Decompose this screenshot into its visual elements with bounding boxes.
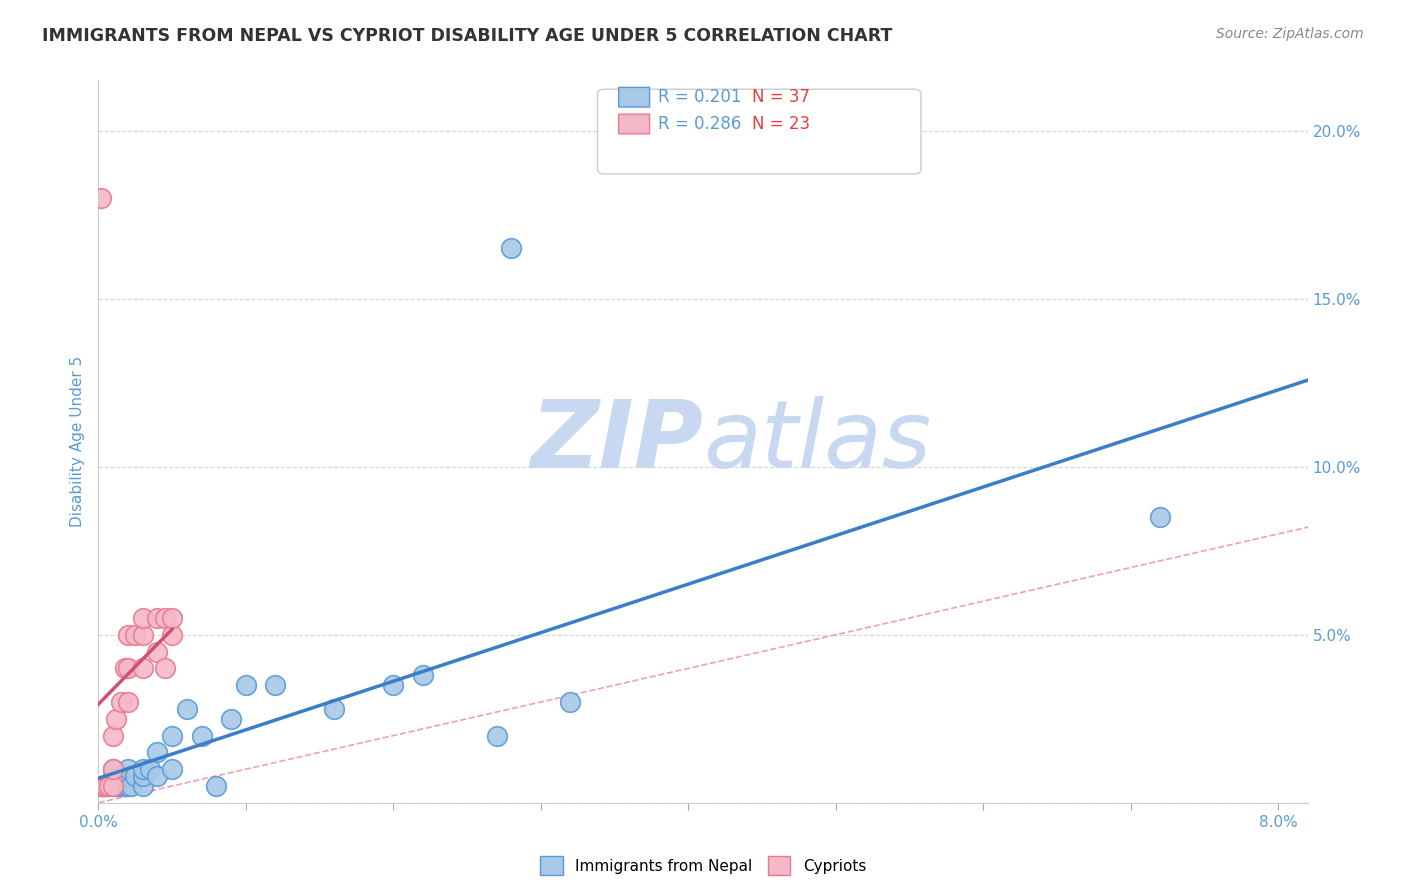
Point [501,241,523,255]
Text: atlas: atlas [703,396,931,487]
Point [117,628,139,642]
Point [101,769,124,783]
Point [219,712,242,726]
Text: Source: ZipAtlas.com: Source: ZipAtlas.com [1216,27,1364,41]
Point [90,191,112,205]
Point [146,769,169,783]
Text: N = 23: N = 23 [752,115,810,133]
Point [146,644,169,658]
Point [146,745,169,759]
Text: R = 0.286: R = 0.286 [658,115,741,133]
Point [560,695,582,709]
Point [412,668,434,682]
Point [91,779,114,793]
Point [101,779,124,793]
Point [131,628,153,642]
Point [146,611,169,625]
Text: R = 0.201: R = 0.201 [658,88,741,106]
Point [90,779,112,793]
Point [117,695,139,709]
Point [190,729,212,743]
Point [205,779,228,793]
Point [101,779,124,793]
Text: ZIP: ZIP [530,395,703,488]
Point [97,779,120,793]
Point [105,779,128,793]
Point [153,611,176,625]
Legend: Immigrants from Nepal, Cypriots: Immigrants from Nepal, Cypriots [534,850,872,881]
Point [382,678,405,692]
Point [94,779,117,793]
Point [91,779,114,793]
Point [160,762,183,776]
Point [160,611,183,625]
Point [131,762,153,776]
Point [131,769,153,783]
Point [160,729,183,743]
Point [264,678,287,692]
Point [323,702,346,716]
Point [114,779,136,793]
Point [153,661,176,675]
Point [117,769,139,783]
Point [107,779,129,793]
Point [110,769,132,783]
Point [94,779,117,793]
Point [160,628,183,642]
Point [117,661,139,675]
Point [101,762,124,776]
Point [101,762,124,776]
Point [90,779,112,793]
Point [131,661,153,675]
Point [131,779,153,793]
Point [117,762,139,776]
Point [114,661,136,675]
Point [110,695,132,709]
Point [117,779,139,793]
Point [124,628,146,642]
Text: IMMIGRANTS FROM NEPAL VS CYPRIOT DISABILITY AGE UNDER 5 CORRELATION CHART: IMMIGRANTS FROM NEPAL VS CYPRIOT DISABIL… [42,27,893,45]
Point [124,769,146,783]
Point [1149,510,1171,524]
Text: N = 37: N = 37 [752,88,810,106]
Point [101,729,124,743]
Point [235,678,257,692]
Point [110,779,132,793]
Point [131,611,153,625]
Point [120,779,142,793]
Point [105,712,128,726]
Point [176,702,198,716]
Y-axis label: Disability Age Under 5: Disability Age Under 5 [69,356,84,527]
Point [139,762,162,776]
Point [485,729,508,743]
Point [96,779,118,793]
